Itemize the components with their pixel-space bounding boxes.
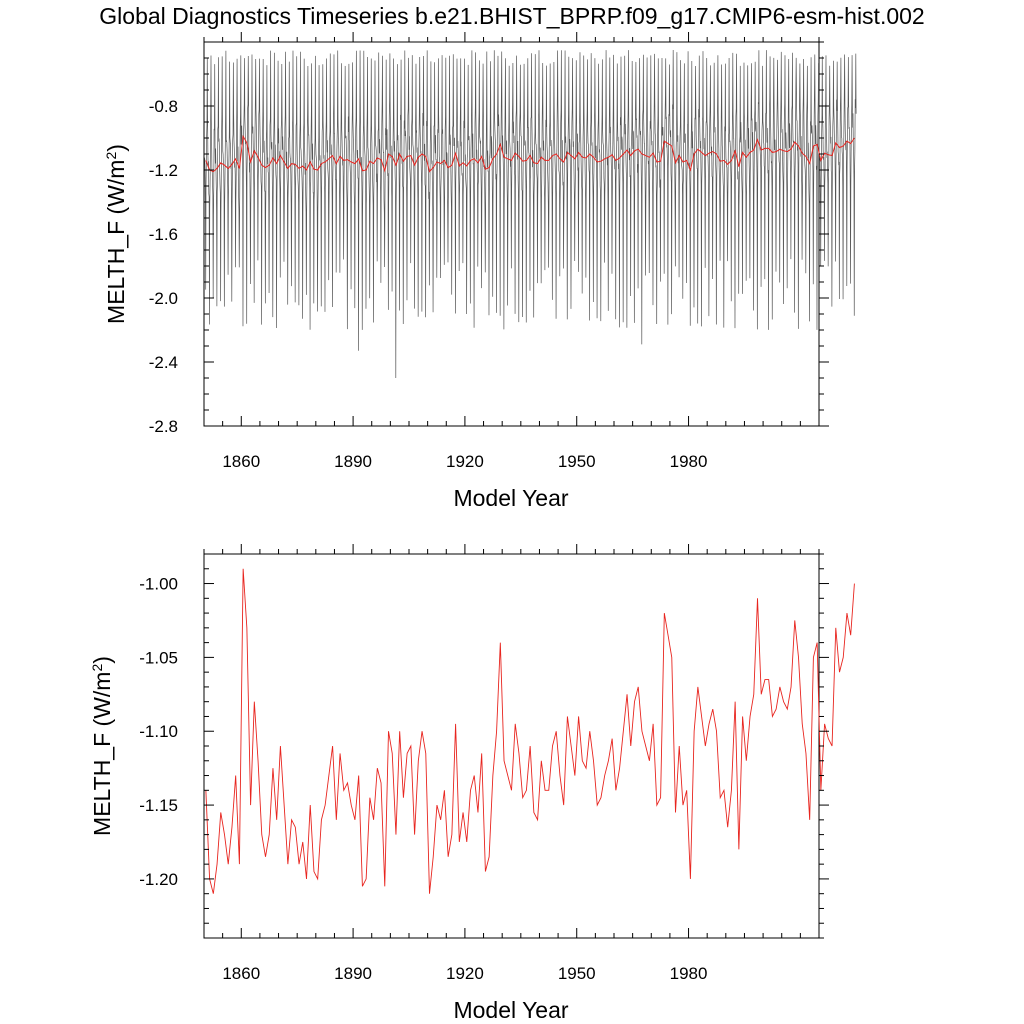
bottom-y-tick-label: -1.10: [139, 722, 178, 741]
bottom-y-tick-label: -1.05: [139, 648, 178, 667]
bottom-panel: 1860 1890 1920 1950 1980 -1.20 -1.15 -1.10 -1.05…: [89, 544, 855, 1023]
top-y-axis-label: MELTH_F (W/m2): [103, 144, 129, 324]
top-y-tick-label: -0.8: [149, 97, 178, 116]
top-x-tick-label: 1950: [558, 452, 596, 471]
top-monthly-series: [203, 50, 857, 379]
top-x-tick-label: 1890: [334, 452, 372, 471]
bottom-annual-line: [205, 568, 855, 894]
top-x-tick-label: 1860: [222, 452, 260, 471]
bottom-y-axis-label: MELTH_F (W/m2): [89, 656, 115, 836]
top-y-tick-label: -2.4: [149, 353, 178, 372]
bottom-x-tick-label: 1860: [222, 964, 260, 983]
bottom-annual-series: [205, 568, 855, 894]
bottom-x-tick-label: 1920: [446, 964, 484, 983]
top-x-axis-label: Model Year: [453, 485, 568, 511]
top-panel: 1860 1890 1920 1950 1980 -2.8 -2.4 -2.0 -1.6 -1.2…: [103, 32, 857, 511]
top-y-tick-label: -1.2: [149, 161, 178, 180]
top-y-tick-label: -1.6: [149, 225, 178, 244]
bottom-y-tick-label: -1.00: [139, 575, 178, 594]
top-y-tick-label: -2.0: [149, 289, 178, 308]
top-axes: 1860 1890 1920 1950 1980 -2.8 -2.4 -2.0 -1.6 -1.2…: [149, 32, 829, 471]
bottom-y-tick-label: -1.15: [139, 796, 178, 815]
top-x-tick-label: 1920: [446, 452, 484, 471]
bottom-x-axis-label: Model Year: [453, 997, 568, 1023]
bottom-plot-frame: [203, 553, 820, 939]
chart-title: Global Diagnostics Timeseries b.e21.BHIS…: [99, 3, 924, 29]
bottom-axes: 1860 1890 1920 1950 1980 -1.20 -1.15 -1.10 -1.05…: [139, 544, 829, 983]
top-monthly-line: [203, 50, 857, 379]
top-y-tick-label: -2.8: [149, 417, 178, 436]
bottom-x-tick-label: 1890: [334, 964, 372, 983]
top-annual-line: [205, 134, 855, 173]
top-x-tick-label: 1980: [670, 452, 708, 471]
bottom-y-tick-label: -1.20: [139, 870, 178, 889]
top-annual-series: [205, 134, 855, 173]
bottom-x-tick-label: 1980: [670, 964, 708, 983]
bottom-x-tick-label: 1950: [558, 964, 596, 983]
